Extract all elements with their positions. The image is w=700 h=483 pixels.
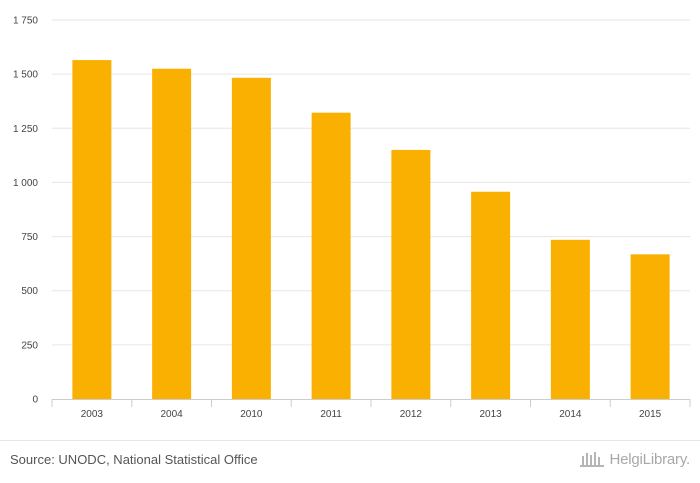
brand-logo[interactable]: HelgiLibrary.: [579, 449, 691, 469]
bar-2004[interactable]: [152, 68, 192, 399]
x-axis: 2003 2004 2010 2011 2012 2013 2014 2015: [51, 399, 691, 420]
x-tick-label: 2004: [161, 409, 184, 420]
bar-2010[interactable]: [231, 77, 271, 399]
y-tick-label: 0: [32, 395, 38, 406]
y-axis-ticks: 0 250 500 750 1 000 1 250 1 500 1 750: [13, 16, 38, 406]
bar-2012[interactable]: [391, 149, 431, 399]
library-icon: [579, 452, 604, 467]
bar-2015[interactable]: [630, 254, 670, 399]
y-tick-label: 250: [21, 340, 38, 351]
y-tick-label: 1 250: [13, 124, 38, 135]
x-tick-label: 2003: [81, 409, 104, 420]
y-tick-label: 1 000: [13, 178, 38, 189]
x-tick-label: 2012: [400, 409, 423, 420]
x-tick-label: 2014: [559, 409, 582, 420]
bar-2003[interactable]: [72, 60, 112, 400]
chart-footer: Source: UNODC, National Statistical Offi…: [0, 440, 700, 483]
brand-name: HelgiLibrary.: [609, 450, 691, 468]
bar-2014[interactable]: [550, 239, 590, 399]
x-tick-label: 2013: [480, 409, 503, 420]
y-tick-label: 500: [21, 286, 38, 297]
bar-2011[interactable]: [311, 112, 351, 400]
x-tick-label: 2010: [240, 409, 263, 420]
x-tick-label: 2015: [639, 409, 662, 420]
y-tick-label: 750: [21, 232, 38, 243]
source-text: Source: UNODC, National Statistical Offi…: [10, 452, 258, 467]
bars: [72, 60, 670, 400]
x-tick-label: 2011: [320, 409, 342, 420]
bar-2013[interactable]: [471, 191, 511, 399]
y-tick-label: 1 500: [13, 70, 38, 81]
y-tick-label: 1 750: [13, 16, 38, 27]
gridlines: [52, 19, 690, 346]
